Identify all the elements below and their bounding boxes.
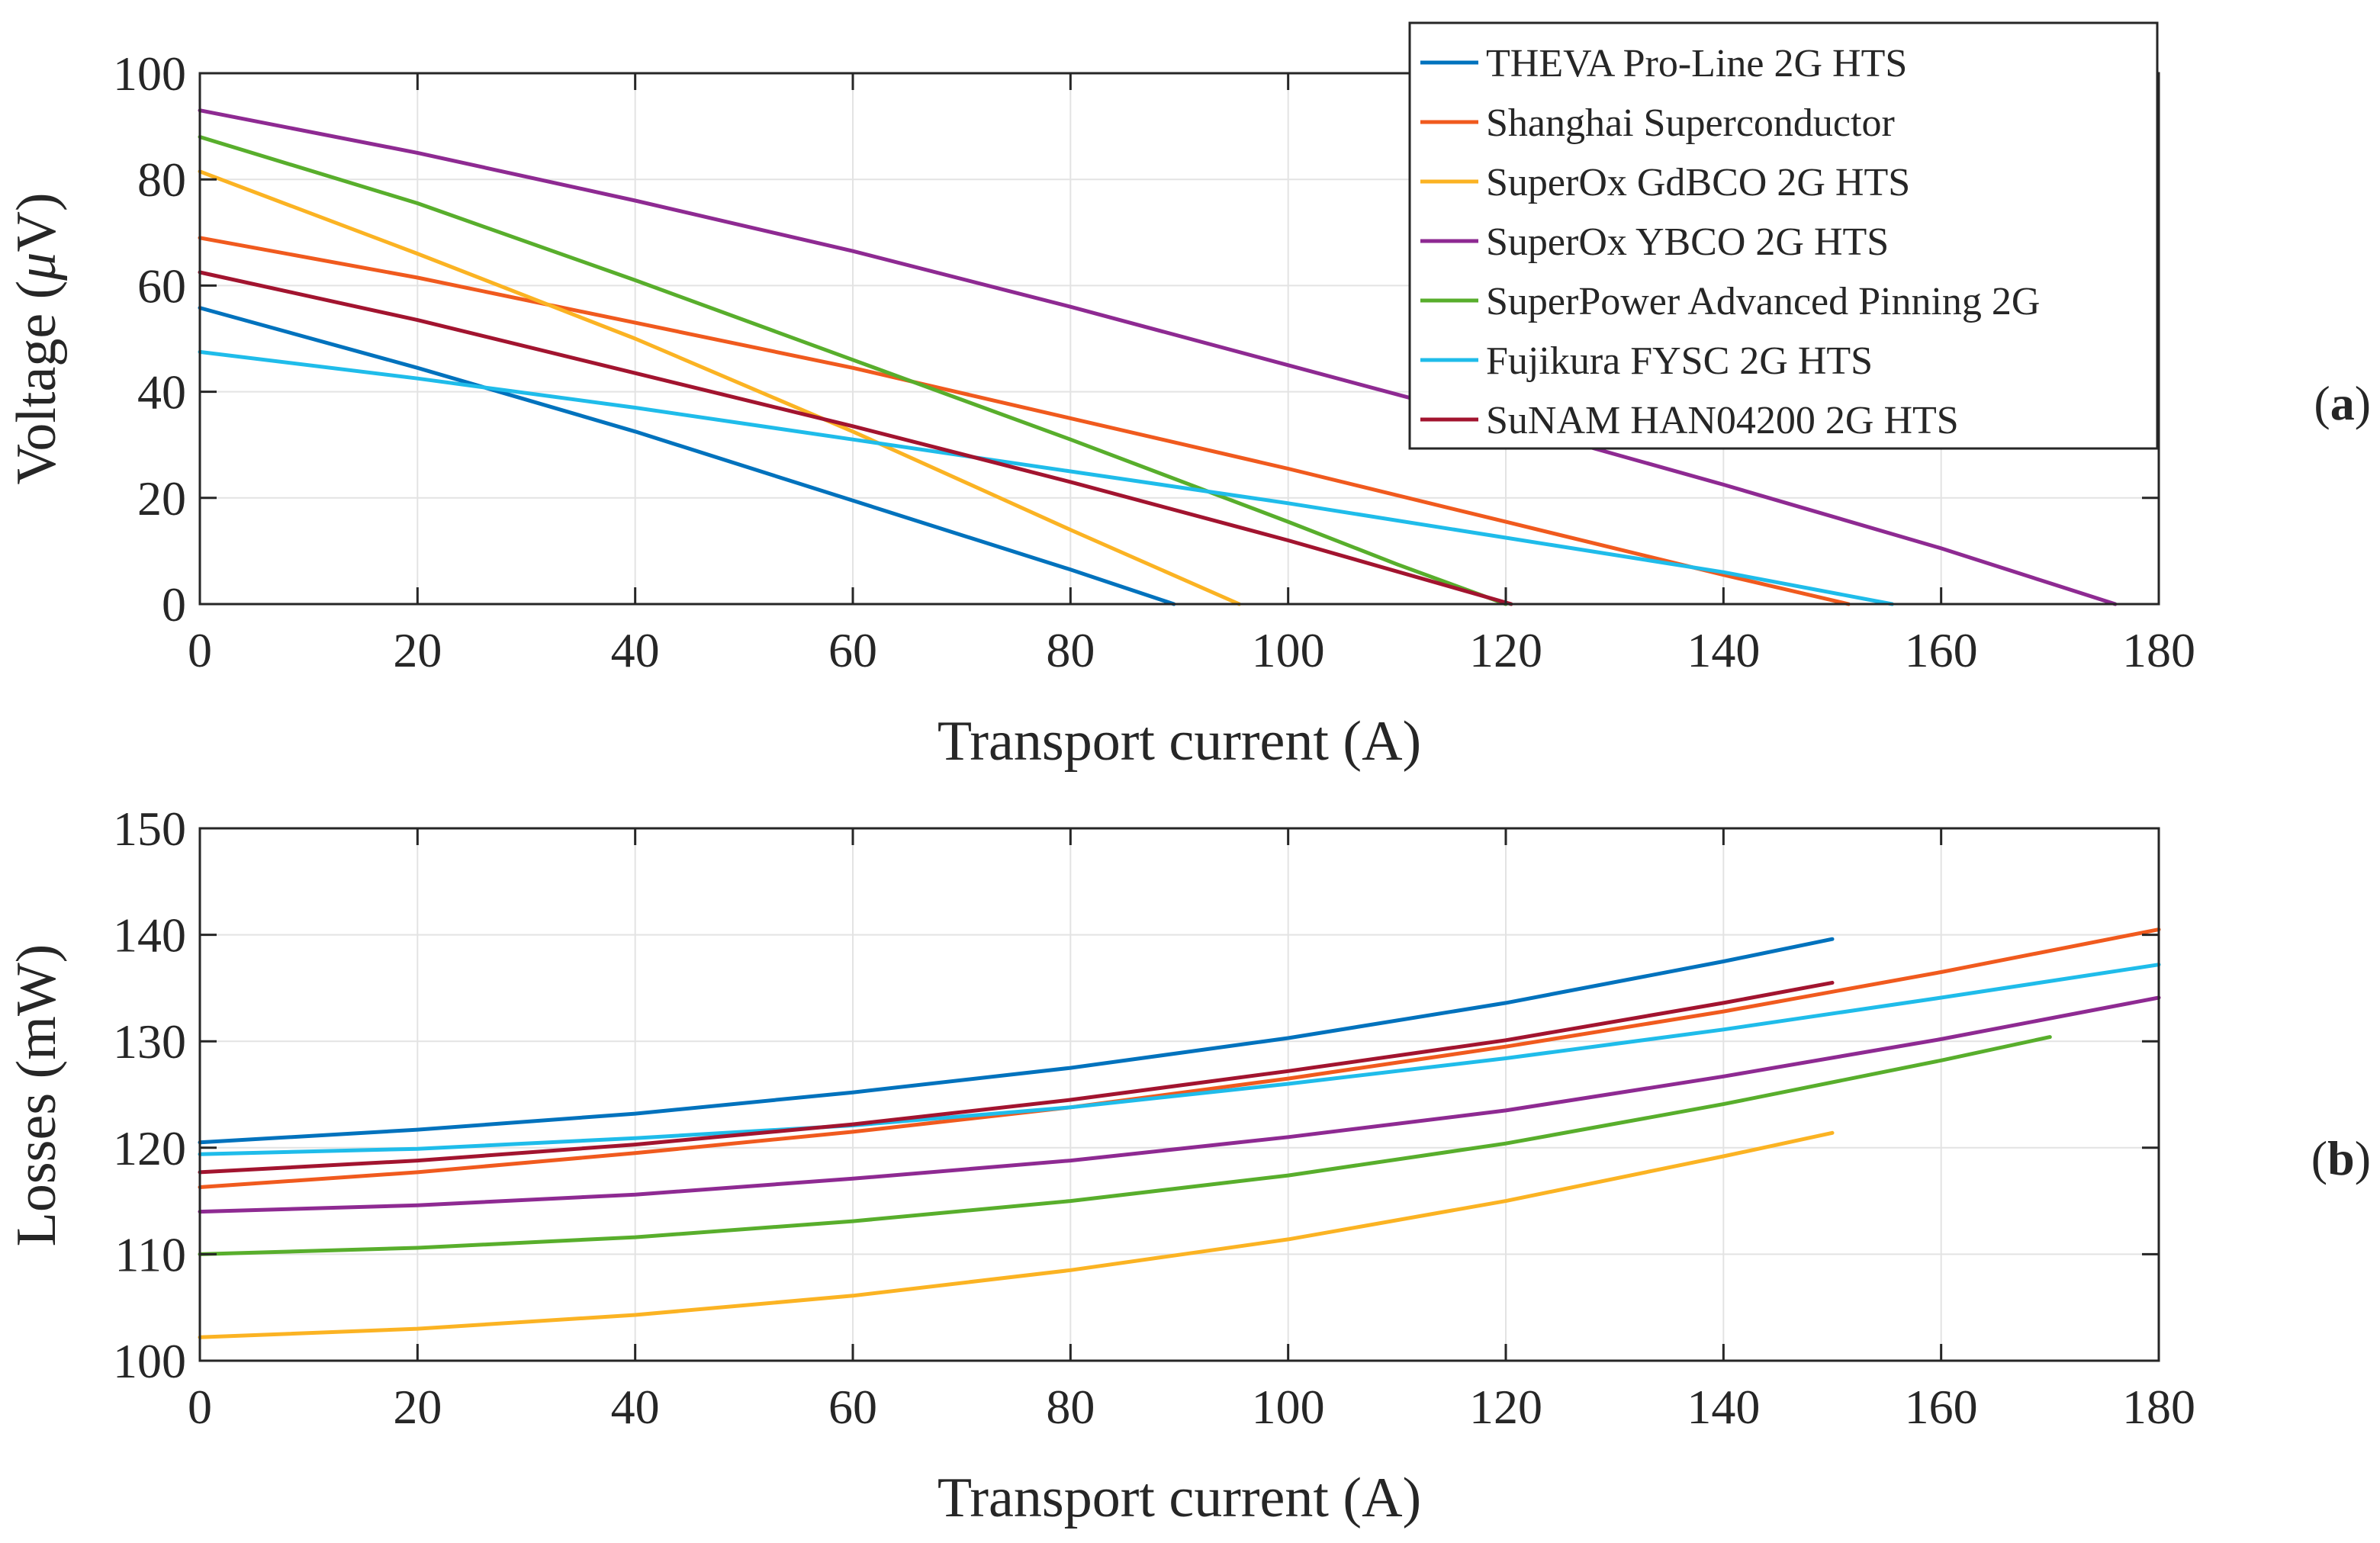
y-tick-label: 130 — [113, 1014, 186, 1069]
panel-b-losses-chart: 0 20 40 60 80 100 120 140 160 180 100 110 120 130 140 1… — [5, 802, 2371, 1529]
x-tick-label: 140 — [1687, 623, 1760, 677]
series-line-b-fujikura-fysc-2g-hts — [198, 963, 2161, 1156]
plot-a-frame — [198, 72, 2160, 606]
panel-a-voltage-chart: 0 20 40 60 80 100 120 140 160 180 0 20 40 60 80 100 Tra… — [5, 21, 2371, 773]
y-tick-label: 40 — [137, 365, 186, 420]
y-tick-label: 0 — [162, 577, 186, 632]
legend-label-theva-pro-line-2g-hts: THEVA Pro-Line 2G HTS — [1486, 42, 1907, 85]
series-line-b-superox-gdbco-2g-hts — [198, 1130, 1835, 1339]
x-tick-label: 180 — [2122, 623, 2195, 677]
x-tick-label: 100 — [1252, 623, 1325, 677]
series-line-b-superpower-advanced-pinning-2g — [198, 1035, 2052, 1256]
series-line-b-superox-ybco-2g-hts — [198, 995, 2161, 1214]
legend-label-shanghai-superconductor: Shanghai Superconductor — [1486, 101, 1895, 145]
legend-label-superpower-advanced-pinning-2g: SuperPower Advanced Pinning 2G — [1486, 280, 2040, 323]
panel-label-b: (b) — [2311, 1131, 2371, 1185]
y-tick-label: 140 — [113, 908, 186, 963]
x-tick-label: 60 — [828, 1380, 877, 1434]
series-line-b-sunam-han04200-2g-hts — [198, 980, 1835, 1175]
x-tick-label: 40 — [611, 1380, 660, 1434]
series-line-a-superox-gdbco-2g-hts — [198, 169, 1241, 606]
x-tick-label: 20 — [393, 1380, 442, 1434]
legend-label-superox-gdbco-2g-hts: SuperOx GdBCO 2G HTS — [1486, 161, 1910, 204]
x-tick-label: 140 — [1687, 1380, 1760, 1434]
x-tick-label: 100 — [1252, 1380, 1325, 1434]
series-line-a-superox-ybco-2g-hts — [198, 108, 2118, 606]
y-tick-label: 100 — [113, 47, 186, 101]
series-line-a-shanghai-superconductor — [198, 236, 1851, 606]
y-axis-title-a: Voltage (μV) — [5, 192, 68, 484]
x-tick-label: 120 — [1469, 623, 1542, 677]
y-axis-title-b: Losses (mW) — [5, 944, 68, 1247]
x-tick-label: 180 — [2122, 1380, 2195, 1434]
y-tick-label: 80 — [137, 153, 186, 207]
series-line-a-sunam-han04200-2g-hts — [198, 270, 1513, 606]
y-axis-title-a-suffix: V) — [5, 192, 68, 252]
series-line-a-theva-pro-line-2g-hts — [198, 306, 1176, 606]
legend: THEVA Pro-Line 2G HTS Shanghai Supercondu… — [1408, 21, 2159, 450]
x-tick-label: 0 — [188, 623, 212, 677]
panel-label-a: (a) — [2314, 376, 2371, 430]
x-tick-label: 120 — [1469, 1380, 1542, 1434]
y-tick-label: 110 — [114, 1227, 186, 1281]
x-axis-title-b: Transport current (A) — [938, 1467, 1421, 1529]
legend-label-superox-ybco-2g-hts: SuperOx YBCO 2G HTS — [1486, 220, 1889, 264]
series-line-b-theva-pro-line-2g-hts — [198, 937, 1835, 1145]
legend-entries: THEVA Pro-Line 2G HTS Shanghai Supercondu… — [1420, 42, 2040, 442]
x-tick-label: 60 — [828, 623, 877, 677]
y-axis-title-a-prefix: Voltage ( — [5, 281, 68, 485]
y-tick-label: 150 — [113, 802, 186, 856]
series-line-b-shanghai-superconductor — [198, 927, 2161, 1189]
x-tick-label: 80 — [1046, 623, 1095, 677]
legend-box — [1408, 21, 2159, 450]
y-tick-label: 120 — [113, 1121, 186, 1175]
y-tick-label: 60 — [137, 259, 186, 313]
x-tick-label: 40 — [611, 623, 660, 677]
series-line-a-fujikura-fysc-2g-hts — [198, 349, 1894, 606]
y-axis-title-a-mu: μ — [5, 252, 68, 281]
x-tick-label: 0 — [188, 1380, 212, 1434]
x-tick-label: 20 — [393, 623, 442, 677]
x-tick-label: 80 — [1046, 1380, 1095, 1434]
legend-label-fujikura-fysc-2g-hts: Fujikura FYSC 2G HTS — [1486, 339, 1873, 383]
ticks-b: 0 20 40 60 80 100 120 140 160 180 100 110 120 130 140 1… — [113, 802, 2195, 1434]
y-tick-label: 20 — [137, 471, 186, 526]
x-axis-title-a: Transport current (A) — [938, 710, 1421, 773]
y-tick-label: 100 — [113, 1334, 186, 1388]
x-tick-label: 160 — [1905, 1380, 1978, 1434]
x-tick-label: 160 — [1905, 623, 1978, 677]
plot-b-frame — [198, 827, 2160, 1362]
series-line-a-superpower-advanced-pinning-2g — [198, 135, 1508, 606]
ticks-a: 0 20 40 60 80 100 120 140 160 180 0 20 40 60 80 100 — [113, 47, 2195, 677]
series-a — [198, 108, 2118, 606]
legend-label-sunam-han04200-2g-hts: SuNAM HAN04200 2G HTS — [1486, 399, 1959, 442]
series-b — [198, 927, 2161, 1339]
